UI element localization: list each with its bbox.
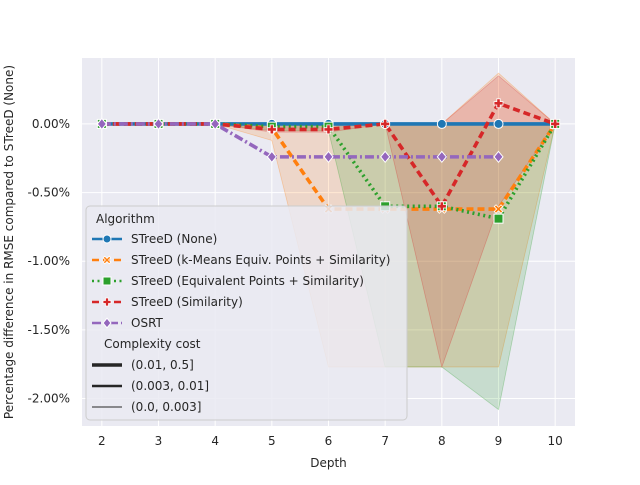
data-point <box>96 117 107 131</box>
data-point <box>493 213 504 224</box>
data-point <box>380 119 391 129</box>
y-axis-label: Percentage difference in RMSE compared t… <box>2 65 16 419</box>
data-point <box>323 124 334 135</box>
data-point <box>493 118 504 129</box>
y-tick-label: -1.50% <box>28 323 70 337</box>
legend-label: STreeD (Equivalent Points + Similarity) <box>131 274 364 288</box>
series-markers <box>96 98 561 224</box>
x-axis-label: Depth <box>310 456 347 470</box>
data-point <box>153 117 164 131</box>
legend-label: STreeD (Similarity) <box>131 295 243 309</box>
y-tick-label: -1.00% <box>28 254 70 268</box>
data-point <box>493 98 504 109</box>
legend-marker <box>102 317 112 329</box>
legend-label: (0.003, 0.01] <box>131 379 209 393</box>
legend-title: Algorithm <box>96 212 155 226</box>
x-tick-label: 4 <box>211 434 219 448</box>
y-axis-ticks: 0.00% -0.50% -1.00% -1.50% -2.00% <box>28 117 70 406</box>
y-tick-label: -2.00% <box>28 392 70 406</box>
x-tick-label: 3 <box>155 434 163 448</box>
legend-marker <box>102 234 112 244</box>
x-tick-label: 6 <box>325 434 333 448</box>
legend-box <box>85 205 408 421</box>
legend-label: (0.01, 0.5] <box>131 358 194 372</box>
x-tick-label: 5 <box>268 434 276 448</box>
x-tick-label: 10 <box>548 434 563 448</box>
data-point <box>266 150 277 164</box>
data-point <box>436 150 447 164</box>
data-point <box>266 124 277 135</box>
legend-marker <box>102 297 112 307</box>
legend-label: (0.0, 0.003] <box>131 400 201 414</box>
x-axis-ticks: 2 3 4 5 6 7 8 9 10 <box>98 434 563 448</box>
legend-marker <box>102 276 112 286</box>
y-tick-label: -0.50% <box>28 186 70 200</box>
data-point <box>436 201 447 212</box>
legend-title: Complexity cost <box>104 337 201 351</box>
legend-label: STreeD (None) <box>131 232 217 246</box>
legend-label: STreeD (k-Means Equiv. Points + Similari… <box>131 253 390 267</box>
legend-label: OSRT <box>131 316 164 330</box>
legend: Algorithm STreeD (None) STreeD (k-Means Eq… <box>85 205 408 421</box>
data-point <box>436 118 447 129</box>
data-point <box>493 150 504 164</box>
series-line <box>101 122 499 159</box>
data-point <box>550 119 561 129</box>
data-point <box>493 204 504 214</box>
data-point <box>380 150 391 164</box>
legend-marker <box>102 255 112 265</box>
data-point <box>323 150 334 164</box>
x-tick-label: 2 <box>98 434 106 448</box>
x-tick-label: 7 <box>381 434 389 448</box>
y-tick-label: 0.00% <box>32 117 70 131</box>
x-tick-label: 8 <box>438 434 446 448</box>
data-point <box>210 117 221 131</box>
x-tick-label: 9 <box>495 434 503 448</box>
